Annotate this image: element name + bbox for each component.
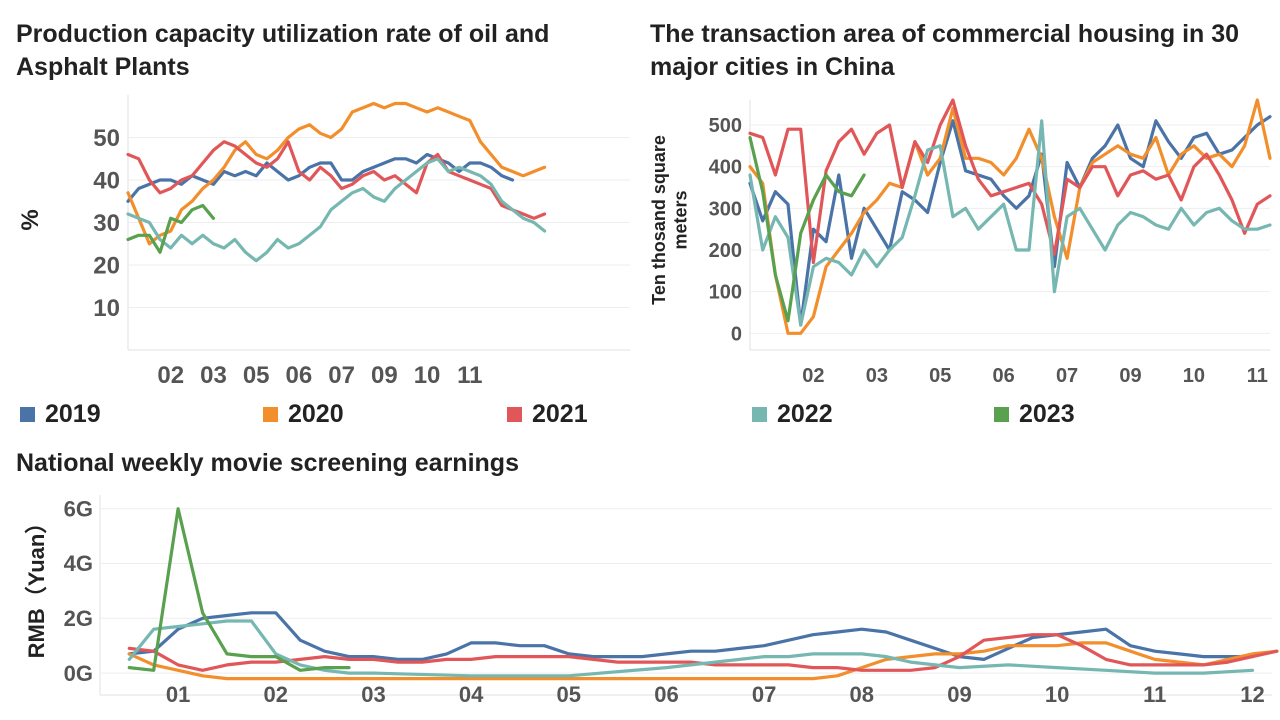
oil-series-2021 bbox=[126, 140, 547, 220]
oil-x-tick-label: 03 bbox=[200, 362, 227, 389]
legend-item-2022: 2022 bbox=[752, 400, 833, 429]
movie-series-2022 bbox=[127, 619, 1255, 678]
legend-item-2019: 2019 bbox=[20, 400, 101, 429]
housing-x-tick-label: 11 bbox=[1247, 365, 1268, 387]
movie-x-tick-label: 11 bbox=[1143, 682, 1166, 707]
legend-label-2022: 2022 bbox=[777, 400, 833, 428]
oil-series-2020 bbox=[126, 101, 547, 246]
legend-label-2023: 2023 bbox=[1019, 400, 1075, 428]
oil-chart-title: Production capacity utilization rate of … bbox=[16, 20, 550, 81]
oil-x-tick-label: 07 bbox=[328, 362, 355, 389]
movie-x-tick-label: 06 bbox=[654, 682, 678, 707]
oil-y-tick-label: 10 bbox=[93, 295, 120, 322]
oil-y-tick-label: 40 bbox=[93, 167, 120, 194]
housing-x-tick-label: 02 bbox=[802, 365, 824, 387]
housing-y-tick-label: 200 bbox=[709, 240, 742, 262]
legend-swatch-2023 bbox=[994, 407, 1009, 422]
legend-item-2021: 2021 bbox=[507, 400, 588, 429]
movie-x-tick-label: 10 bbox=[1045, 682, 1069, 707]
legend-swatch-2019 bbox=[20, 407, 35, 422]
oil-x-tick-label: 06 bbox=[286, 362, 313, 389]
oil-x-tick-label: 11 bbox=[457, 362, 482, 389]
movie-x-tick-label: 01 bbox=[166, 682, 190, 707]
housing-y-tick-label: 100 bbox=[709, 282, 742, 304]
housing-x-tick-label: 06 bbox=[993, 365, 1015, 387]
legend-swatch-2021 bbox=[507, 407, 522, 422]
housing-y-tick-label: 300 bbox=[709, 198, 742, 220]
housing-y-axis-label: Ten thosand squaremeters bbox=[649, 135, 691, 305]
legend-item-2023: 2023 bbox=[994, 400, 1075, 429]
movie-y-tick-label: 2G bbox=[64, 606, 93, 631]
housing-x-tick-label: 05 bbox=[929, 365, 951, 387]
legend-label-2019: 2019 bbox=[45, 400, 101, 428]
movie-chart-title: National weekly movie screening earnings bbox=[16, 449, 519, 477]
movie-x-tick-label: 08 bbox=[850, 682, 874, 707]
movie-series-2019 bbox=[127, 611, 1255, 662]
housing-series-2023 bbox=[748, 135, 866, 323]
movie-x-tick-label: 09 bbox=[947, 682, 971, 707]
movie-series-2020 bbox=[127, 641, 1279, 681]
movie-x-tick-label: 02 bbox=[264, 682, 288, 707]
oil-y-tick-label: 20 bbox=[93, 252, 120, 279]
housing-series-2019 bbox=[748, 115, 1272, 327]
housing-y-tick-label: 500 bbox=[709, 115, 742, 137]
legend-label-2020: 2020 bbox=[288, 400, 344, 428]
oil-x-tick-label: 05 bbox=[243, 362, 270, 389]
movie-x-tick-label: 04 bbox=[459, 682, 484, 707]
housing-x-tick-label: 03 bbox=[866, 365, 888, 387]
legend-item-2020: 2020 bbox=[263, 400, 344, 429]
housing-series-2020 bbox=[748, 98, 1272, 335]
movie-x-tick-label: 05 bbox=[557, 682, 581, 707]
movie-y-tick-label: 4G bbox=[64, 551, 93, 576]
housing-x-tick-label: 10 bbox=[1183, 365, 1205, 387]
housing-x-tick-label: 07 bbox=[1056, 365, 1078, 387]
housing-x-tick-label: 09 bbox=[1119, 365, 1141, 387]
legend-swatch-2020 bbox=[263, 407, 278, 422]
movie-x-tick-label: 03 bbox=[361, 682, 385, 707]
movie-y-axis-label: RMB（Yuan） bbox=[24, 512, 49, 659]
movie-x-tick-label: 07 bbox=[752, 682, 776, 707]
oil-x-tick-label: 02 bbox=[157, 362, 184, 389]
housing-y-tick-label: 400 bbox=[709, 157, 742, 179]
legend-label-2021: 2021 bbox=[532, 400, 588, 428]
movie-series-2023 bbox=[127, 507, 351, 672]
movie-x-tick-label: 12 bbox=[1240, 682, 1264, 707]
housing-series-2021 bbox=[748, 98, 1272, 265]
oil-y-tick-label: 30 bbox=[93, 210, 120, 237]
movie-y-tick-label: 6G bbox=[64, 496, 93, 521]
oil-y-tick-label: 50 bbox=[93, 125, 120, 152]
housing-y-tick-label: 0 bbox=[731, 323, 742, 345]
housing-series-2022 bbox=[748, 119, 1272, 327]
legend-swatch-2022 bbox=[752, 407, 767, 422]
oil-x-tick-label: 09 bbox=[371, 362, 398, 389]
oil-series-2023 bbox=[126, 203, 215, 254]
movie-y-tick-label: 0G bbox=[64, 661, 93, 686]
oil-y-axis-label: % bbox=[17, 209, 44, 230]
oil-series-2022 bbox=[126, 157, 547, 263]
housing-chart-title: The transaction area of commercial housi… bbox=[650, 20, 1240, 81]
oil-x-tick-label: 10 bbox=[414, 362, 441, 389]
